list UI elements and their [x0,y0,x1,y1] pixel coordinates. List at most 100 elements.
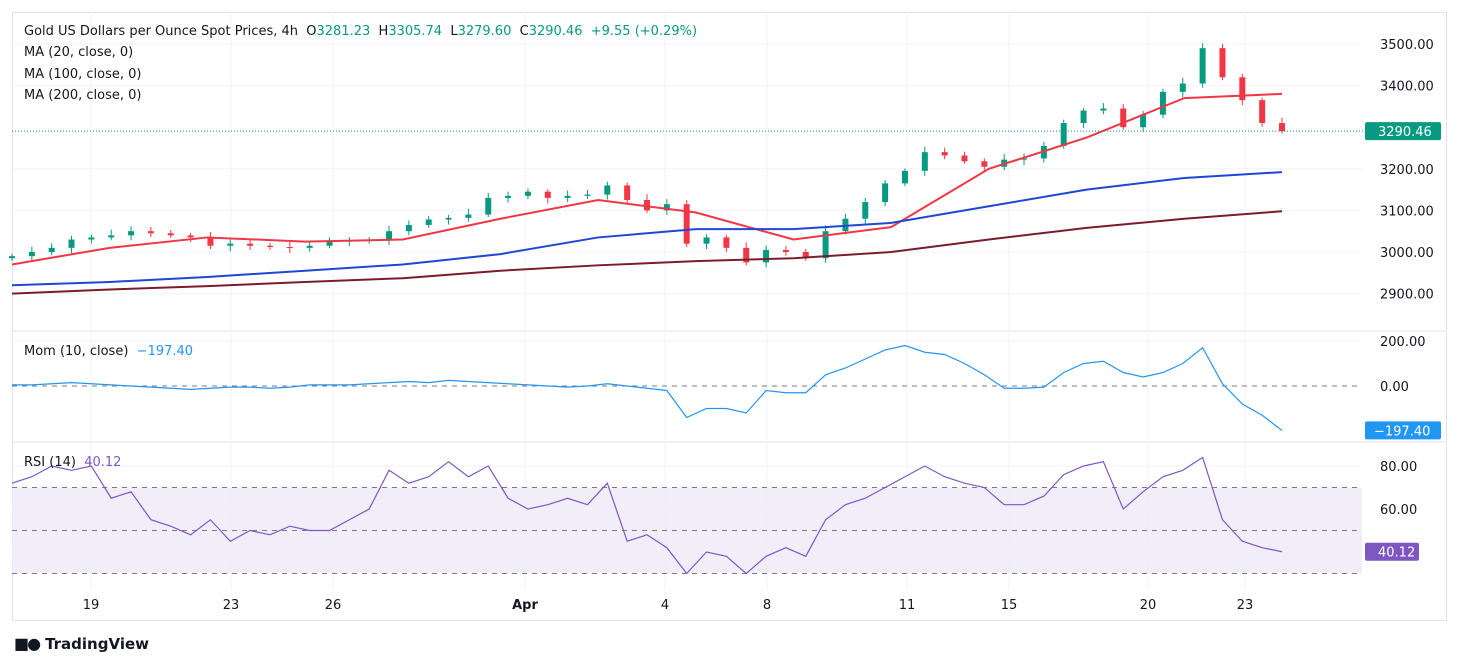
candle [48,247,55,252]
x-tick-label: 23 [1237,598,1254,613]
candle [286,247,293,249]
low-value: 3279.60 [457,24,512,39]
candle [723,237,730,248]
candle [1140,114,1147,128]
candle [306,245,313,248]
candle [68,239,75,248]
mom-tick-label: 0.00 [1380,380,1409,395]
candle [9,256,15,259]
ma20-line [11,92,1283,266]
candle [147,231,154,234]
candle [683,204,690,244]
open-label: O [306,24,317,39]
candle [207,237,214,246]
candle [1080,110,1087,124]
mom-line [12,344,1283,431]
candle [524,191,531,196]
price-tick-label: 3100.00 [1380,204,1434,219]
candle [266,245,273,248]
x-tick-label: 19 [83,598,100,613]
candle [1239,77,1246,101]
rsi-tick-label: 80.00 [1380,460,1417,475]
x-tick-label: 23 [223,598,240,613]
low-label: L [450,24,458,39]
candle [703,237,710,244]
mom-label: Mom (10, close) [24,344,129,359]
candle [1060,123,1067,146]
candle [604,185,611,195]
high-value: 3305.74 [388,24,443,39]
candle [505,195,512,198]
candle [782,249,789,252]
candle [1021,158,1028,160]
x-tick-label: 15 [1001,598,1018,613]
candle [227,243,234,246]
candle [128,231,135,236]
candle [921,152,928,171]
symbol-title: Gold US Dollars per Ounce Spot Prices, 4… [24,24,298,39]
candle [624,185,631,200]
candle [1259,100,1266,124]
candle [445,217,452,220]
chart-legend-main: Gold US Dollars per Ounce Spot Prices, 4… [24,24,697,39]
rsi-badge-label: 40.12 [1378,546,1415,561]
x-tick-label: 4 [661,598,669,613]
chart-border [12,12,1447,621]
candle [981,161,988,167]
candle [882,183,889,203]
price-tick-label: 2900.00 [1380,288,1434,303]
candle [326,241,333,246]
tradingview-logo[interactable]: ■● TradingView [14,634,149,653]
ma200-legend[interactable]: MA (200, close, 0) [24,88,142,103]
candle [1199,48,1206,84]
candle [763,249,770,263]
close-value: 3290.46 [528,24,583,39]
ma100-legend[interactable]: MA (100, close, 0) [24,67,142,82]
price-badge [1365,122,1441,141]
candle [1179,83,1186,92]
candle [941,152,948,156]
candle [425,219,432,225]
candle [465,214,472,218]
close-label: C [519,24,529,39]
candle [405,224,412,232]
candle [822,231,829,259]
candle [28,252,35,257]
rsi-value: 40.12 [84,455,122,470]
candle [167,233,174,236]
high-label: H [378,24,389,39]
mom-badge [1365,421,1441,440]
rsi-tick-label: 60.00 [1380,503,1417,518]
price-badge-label: 3290.46 [1378,125,1432,140]
tradingview-logo-icon: ■● [14,634,41,653]
candle [862,202,869,219]
rsi-legend[interactable]: RSI (14) 40.12 [24,455,121,470]
candle [187,235,194,238]
candle [108,235,115,238]
price-tick-label: 3400.00 [1380,80,1434,95]
brand-name: TradingView [45,634,149,653]
rsi-badge [1365,542,1419,561]
x-tick-label: 26 [325,598,342,613]
candle [247,243,254,246]
candle [1100,108,1107,111]
x-tick-label: Apr [512,598,538,613]
mom-legend[interactable]: Mom (10, close) −197.40 [24,344,193,359]
rsi-label: RSI (14) [24,455,76,470]
candle [1120,108,1127,128]
candle [644,200,650,211]
x-tick-label: 8 [763,598,771,613]
rsi-line [11,456,1283,575]
candle [1159,91,1166,115]
price-tick-label: 3000.00 [1380,246,1434,261]
mom-value: −197.40 [136,344,194,359]
ma20-legend[interactable]: MA (20, close, 0) [24,45,134,60]
ma100-line [11,171,1283,287]
candle [663,204,670,211]
candle [386,231,393,240]
change-value: +9.55 (+0.29%) [590,24,698,39]
candle [1279,123,1285,132]
mom-badge-label: −197.40 [1374,424,1430,439]
x-tick-label: 20 [1140,598,1157,613]
